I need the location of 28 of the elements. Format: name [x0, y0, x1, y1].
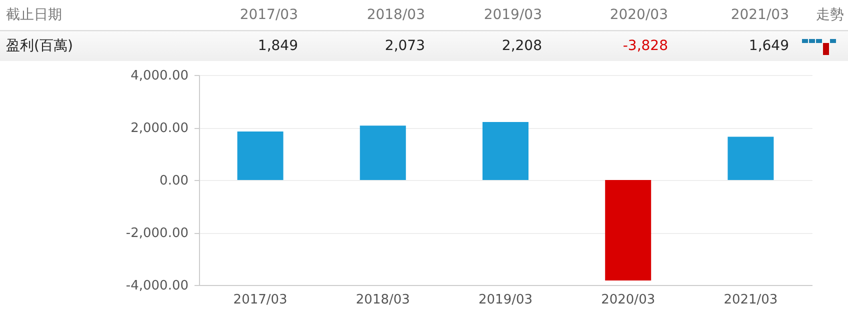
y-tick-label: -4,000.00 [126, 278, 188, 294]
data-label: 2,208 [425, 30, 542, 61]
y-tick-label: 0.00 [160, 174, 188, 188]
x-tick-label: 2020/03 [601, 292, 656, 308]
bar [482, 122, 528, 180]
data-label: 1,649 [668, 30, 789, 61]
y-axis-title: 盈利(百萬) [0, 30, 175, 61]
category-label: 2018/03 [366, 7, 425, 23]
text: 截止日期 [0, 0, 175, 30]
x-tick-label: 2018/03 [356, 292, 410, 308]
bar [605, 180, 652, 280]
x-tick-label: 2017/03 [233, 292, 288, 308]
x-tick-label: 2019/03 [478, 292, 533, 308]
data-label: 1,849 [175, 30, 298, 61]
category-label: 2021/03 [730, 7, 789, 23]
category-label: 2017/03 [240, 7, 298, 23]
bar [728, 136, 774, 180]
data-label: 2,073 [298, 30, 425, 61]
bar [360, 126, 406, 180]
category-label: 2020/03 [610, 7, 668, 23]
category-label: 2019/03 [484, 7, 542, 23]
data-label: -3,828 [542, 30, 668, 61]
y-tick-label: 4,000.00 [130, 68, 188, 84]
y-tick-label: 2,000.00 [130, 121, 188, 136]
bar [237, 131, 284, 180]
text: 走勢 [789, 0, 848, 30]
y-tick-label: -2,000.00 [126, 226, 188, 241]
x-tick-label: 2021/03 [724, 292, 778, 308]
